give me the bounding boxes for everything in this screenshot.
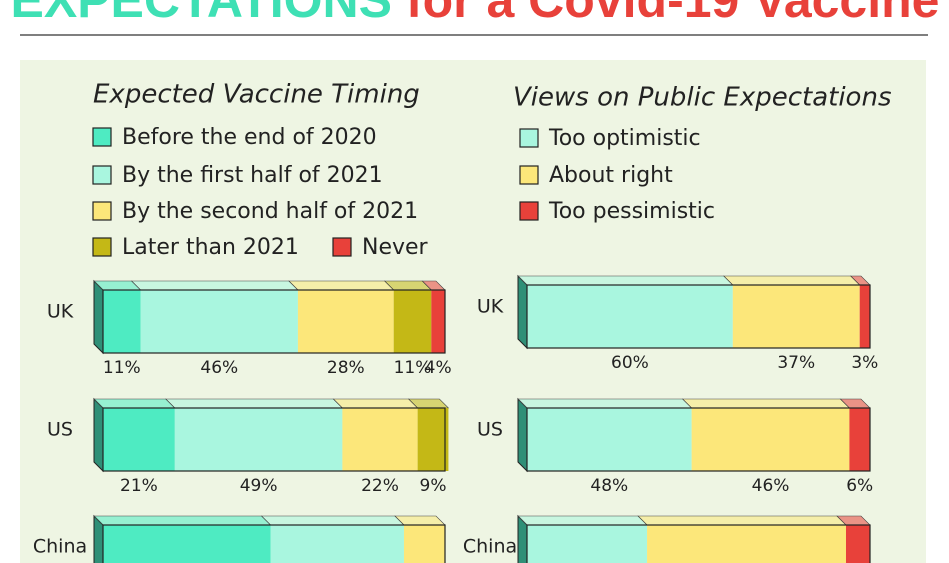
value-label: 4% xyxy=(425,358,452,378)
title-part: EXPECTATIONS xyxy=(11,0,393,28)
bar-segment xyxy=(647,525,846,563)
legend-label: Later than 2021 xyxy=(122,235,299,260)
bar-segment xyxy=(103,408,175,471)
category-label: UK xyxy=(477,296,504,318)
bar-side xyxy=(517,274,528,350)
bar-segment xyxy=(845,525,870,563)
bar-outline xyxy=(526,284,871,349)
title-part: for a Covid-19 Vaccine xyxy=(406,0,940,28)
bar-top xyxy=(723,275,861,286)
bar-top xyxy=(332,398,419,409)
bar-segment xyxy=(103,290,141,353)
bar-top xyxy=(260,515,405,526)
value-label: 48% xyxy=(590,476,628,496)
value-label: 3% xyxy=(851,353,878,373)
legend-label: By the first half of 2021 xyxy=(122,163,383,188)
value-label: 11% xyxy=(103,358,141,378)
legend-label: By the second half of 2021 xyxy=(122,199,418,224)
legend-label: About right xyxy=(549,163,673,188)
bar-outline xyxy=(102,524,446,563)
bar-segment xyxy=(393,290,432,353)
legend-swatch xyxy=(92,127,112,147)
category-label: US xyxy=(477,419,503,441)
value-label: 21% xyxy=(120,476,158,496)
bar-top xyxy=(93,515,272,526)
bar-side xyxy=(93,397,104,473)
value-label: 49% xyxy=(240,476,278,496)
category-label: US xyxy=(47,419,73,441)
bar-top xyxy=(681,398,851,409)
legend-label: Too pessimistic xyxy=(548,199,715,224)
value-label: 28% xyxy=(327,358,365,378)
bar-segment xyxy=(403,525,445,563)
bar-outline xyxy=(526,407,871,472)
value-label: 6% xyxy=(846,476,873,496)
legend-label: Too optimistic xyxy=(548,126,701,151)
bar-segment xyxy=(849,408,870,471)
bar-top xyxy=(517,515,648,526)
bar-segment xyxy=(527,285,733,348)
legend-swatch xyxy=(519,201,539,221)
legend-swatch xyxy=(92,165,112,185)
value-label: 46% xyxy=(752,476,790,496)
legend-swatch xyxy=(519,128,539,148)
bar-segment xyxy=(431,290,445,353)
value-label: 60% xyxy=(611,353,649,373)
bar-segment xyxy=(140,290,298,353)
value-label: 9% xyxy=(420,476,447,496)
bar-side xyxy=(93,279,104,355)
legend-label: Before the end of 2020 xyxy=(122,125,377,150)
category-label: China xyxy=(33,536,87,558)
bar-top xyxy=(394,515,446,526)
page-title: EXPECTATIONS for a Covid-19 Vaccine xyxy=(11,0,940,28)
bar-segment xyxy=(859,285,870,348)
bar-top xyxy=(288,280,395,291)
bar-segment xyxy=(417,408,449,471)
value-label: 22% xyxy=(361,476,399,496)
value-label: 11% xyxy=(394,358,432,378)
bar-outline xyxy=(102,289,446,354)
bar-segment xyxy=(691,408,850,471)
bar-top xyxy=(130,280,299,291)
bar-segment xyxy=(270,525,404,563)
category-label: China xyxy=(463,536,517,558)
value-label: 46% xyxy=(200,358,238,378)
legend-swatch xyxy=(92,201,112,221)
bar-segment xyxy=(527,408,692,471)
bar-segment xyxy=(174,408,343,471)
legend-label: Never xyxy=(362,235,429,260)
bar-top xyxy=(517,275,734,286)
chart-title: Expected Vaccine Timing xyxy=(93,80,420,110)
bar-outline xyxy=(102,407,446,472)
bar-top xyxy=(517,398,693,409)
category-label: UK xyxy=(47,301,74,323)
legend-swatch xyxy=(519,165,539,185)
bar-outline xyxy=(526,524,871,563)
legend-swatch xyxy=(332,237,352,257)
bar-segment xyxy=(297,290,394,353)
bar-top xyxy=(165,398,344,409)
bar-side xyxy=(517,397,528,473)
bar-top xyxy=(637,515,847,526)
bar-top xyxy=(93,398,176,409)
bar-segment xyxy=(103,525,271,563)
bar-segment xyxy=(342,408,418,471)
bar-segment xyxy=(732,285,860,348)
chart-title: Views on Public Expectations xyxy=(513,83,892,113)
value-label: 37% xyxy=(777,353,815,373)
legend-swatch xyxy=(92,237,112,257)
bar-segment xyxy=(527,525,648,563)
